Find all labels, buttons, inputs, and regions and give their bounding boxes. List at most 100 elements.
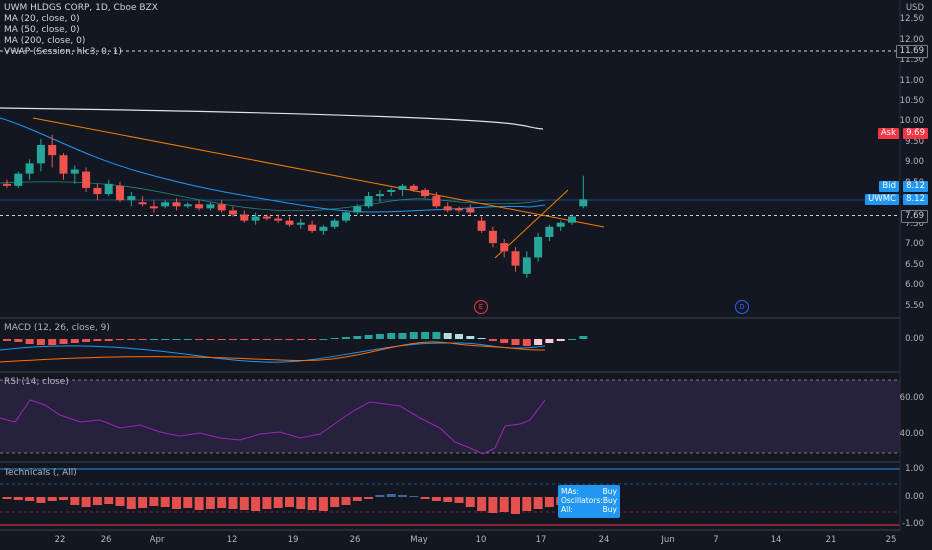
candle-body bbox=[500, 243, 509, 252]
legend-vwap[interactable]: VWAP (Session, hlc3, 0, 1) bbox=[4, 47, 122, 57]
technicals-bar bbox=[262, 497, 272, 509]
macd-histogram-bar bbox=[477, 338, 486, 339]
technicals-bar bbox=[488, 497, 498, 513]
price-axis-tick: 7.50 bbox=[905, 218, 924, 229]
technicals-bar bbox=[307, 497, 317, 510]
macd-pane bbox=[0, 332, 588, 363]
currency-label: USD bbox=[905, 3, 924, 13]
technicals-label[interactable]: Technicals (, All) bbox=[4, 468, 77, 478]
ma50-line bbox=[0, 117, 546, 213]
macd-histogram-bar bbox=[36, 339, 45, 345]
price-axis-tick: 10.50 bbox=[899, 96, 924, 107]
technicals-bar bbox=[477, 497, 487, 511]
technicals-bar bbox=[420, 497, 430, 499]
time-axis-tick: Apr bbox=[149, 535, 165, 545]
candle-body bbox=[579, 199, 588, 207]
candle-body bbox=[93, 187, 102, 195]
macd-histogram-bar bbox=[93, 339, 102, 341]
technicals-summary-box[interactable]: MAs: Buy Oscillators: Buy All: Buy bbox=[558, 485, 620, 518]
macd-histogram-bar bbox=[568, 339, 576, 340]
macd-histogram-bar bbox=[274, 339, 283, 340]
macd-histogram-bar bbox=[342, 337, 350, 339]
candle-body bbox=[251, 216, 260, 221]
technicals-bar bbox=[273, 497, 283, 508]
candle-body bbox=[342, 212, 350, 221]
macd-histogram-bar bbox=[251, 339, 260, 340]
macd-histogram-bar bbox=[319, 339, 328, 340]
pane-separators[interactable] bbox=[0, 0, 901, 531]
macd-histogram-bar bbox=[217, 339, 226, 340]
macd-histogram-bar bbox=[25, 339, 34, 344]
legend-ma200[interactable]: MA (200, close, 0) bbox=[4, 36, 86, 46]
earnings-event-icon[interactable]: E bbox=[474, 300, 488, 314]
macd-histogram-bar bbox=[466, 336, 475, 339]
candle-body bbox=[398, 185, 407, 190]
all-label: All: bbox=[561, 505, 573, 514]
macd-histogram-bar bbox=[82, 339, 91, 342]
price-axis-tick: 6.00 bbox=[905, 280, 924, 291]
technicals-bar bbox=[126, 497, 136, 509]
candle-body bbox=[296, 222, 305, 225]
macd-histogram-bar bbox=[285, 339, 294, 340]
candle-body bbox=[466, 208, 475, 213]
candle-body bbox=[421, 189, 430, 197]
candle-body bbox=[364, 196, 373, 207]
osc-label: Oscillators: bbox=[561, 496, 603, 505]
macd-histogram-bar bbox=[127, 339, 136, 340]
technicals-bar bbox=[465, 497, 475, 507]
rsi-line bbox=[0, 399, 546, 455]
time-axis-tick: 25 bbox=[885, 535, 897, 545]
candle-body bbox=[70, 169, 79, 174]
technicals-bar bbox=[375, 495, 385, 497]
macd-signal-line bbox=[0, 341, 546, 363]
candle-body bbox=[455, 208, 463, 211]
technicals-bar bbox=[251, 497, 261, 511]
technicals-bar bbox=[25, 497, 35, 501]
tech-axis-neg1: -1.00 bbox=[902, 519, 924, 529]
technicals-bar bbox=[172, 497, 181, 509]
candle-body bbox=[274, 218, 283, 221]
price-axis-tick: 10.00 bbox=[899, 116, 924, 127]
dividend-event-icon[interactable]: D bbox=[735, 300, 749, 314]
candle-body bbox=[409, 185, 418, 190]
candle-body bbox=[330, 220, 339, 227]
candle-body bbox=[375, 194, 384, 197]
chart-legend[interactable]: UWM HLDGS CORP, 1D, Cboe BZX MA (20, clo… bbox=[4, 3, 158, 58]
technicals-bar bbox=[330, 497, 340, 507]
candle-body bbox=[48, 144, 57, 156]
technicals-bar bbox=[544, 497, 554, 507]
time-axis-tick: 26 bbox=[349, 535, 361, 545]
ma20-path bbox=[0, 181, 546, 212]
macd-histogram-bar bbox=[364, 335, 373, 339]
macd-histogram-bar bbox=[330, 338, 339, 339]
technicals-bar bbox=[59, 497, 68, 500]
bid-price-label: 8.12 bbox=[903, 181, 928, 192]
candle-body bbox=[229, 210, 237, 215]
candle-body bbox=[149, 206, 158, 209]
rsi-band bbox=[0, 380, 900, 453]
macd-label[interactable]: MACD (12, 26, close, 9) bbox=[4, 323, 110, 333]
candle-body bbox=[534, 236, 543, 258]
macd-histogram-bar bbox=[511, 339, 520, 345]
rsi-label[interactable]: RSI (14, close) bbox=[4, 377, 69, 387]
technicals-bar bbox=[205, 497, 215, 509]
osc-value: Buy bbox=[602, 496, 618, 505]
technicals-bar bbox=[431, 497, 441, 501]
macd-histogram-bar bbox=[296, 339, 305, 340]
technicals-bar bbox=[318, 497, 328, 511]
price-axis-tick: 7.00 bbox=[905, 239, 924, 250]
technicals-bar bbox=[160, 497, 170, 507]
candles bbox=[3, 134, 588, 278]
price-axis-tick: 11.00 bbox=[899, 75, 924, 86]
symbol-title[interactable]: UWM HLDGS CORP, 1D, Cboe BZX bbox=[4, 3, 158, 13]
macd-histogram-bar bbox=[455, 334, 463, 339]
candle-body bbox=[36, 144, 45, 164]
candle-body bbox=[511, 251, 520, 266]
legend-ma50[interactable]: MA (50, close, 0) bbox=[4, 25, 80, 35]
technicals-bar bbox=[239, 497, 249, 510]
technicals-bar bbox=[386, 494, 396, 497]
time-axis-tick: 17 bbox=[535, 535, 547, 545]
legend-ma20[interactable]: MA (20, close, 0) bbox=[4, 14, 80, 24]
macd-histogram-bar bbox=[59, 339, 68, 344]
